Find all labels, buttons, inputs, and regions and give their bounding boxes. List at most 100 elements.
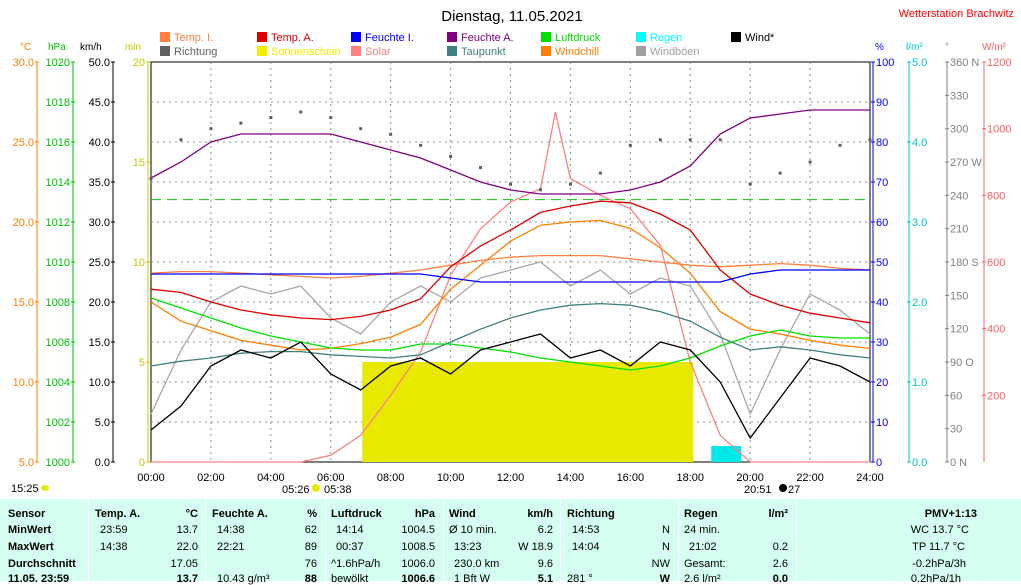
col-wind: Wind km/h Ø 10 min. 6.2 13:23 W 18.9 230… (449, 499, 555, 585)
legend-swatch (541, 46, 551, 56)
x-tick-label: 14:00 (557, 472, 585, 484)
direction-dot (209, 127, 213, 131)
axis-tick-label: 1000 (987, 124, 1011, 136)
legend-label: Sonnenschein (271, 46, 341, 58)
axis-tick-label: 30.0 (89, 217, 110, 229)
pmv-dewpoint: TP 11.7 °C (912, 541, 965, 553)
rain-total-label: Gesamt: (684, 558, 726, 570)
direction-max-value: N (662, 541, 670, 553)
axis-tick-label: 50 (876, 257, 888, 269)
temp-max-time: 14:38 (100, 541, 128, 553)
series-line (150, 109, 870, 195)
x-tick-label: 20:00 (736, 472, 764, 484)
axis-tick-label: 45.0 (89, 97, 110, 109)
series-line (150, 333, 871, 440)
col-unit: km/h (527, 508, 553, 520)
x-tick-label: 10:00 (437, 472, 465, 484)
axis-tick-label: 15.0 (13, 297, 34, 309)
direction-max-time: 14:04 (572, 541, 600, 553)
humidity-max-value: 89 (304, 541, 317, 553)
direction-current-value: W (659, 573, 670, 585)
col-unit: hPa (414, 508, 435, 520)
axis-tick-label: 0 (876, 457, 882, 469)
direction-dot (598, 171, 602, 175)
axis-tick-label: 20 (876, 377, 888, 389)
pmv-windchill: WC 13.7 °C (910, 524, 969, 536)
legend-label: Richtung (174, 46, 217, 58)
direction-avg-value: NW (651, 558, 670, 570)
x-tick-label: 00:00 (137, 472, 165, 484)
pressure-max-time: 00:37 (336, 541, 364, 553)
axis-tick-label: 400 (987, 324, 1005, 336)
x-tick-label: 24:00 (856, 472, 884, 484)
direction-degrees: 281 ° (567, 573, 593, 585)
humidity-min-time: 14:38 (217, 524, 245, 536)
axis-tick-label: 120 (950, 324, 968, 336)
axis-headers: °C hPa km/h min% l/m² ° W/m² (20, 42, 1007, 53)
col-rain: Regen l/m² 24 min. 21:02 0.2 Gesamt: 2.6… (684, 499, 790, 585)
col-temp: Temp. A. °C 23:59 13.7 14:38 22.0 17.05 … (95, 499, 200, 585)
plot-area (149, 109, 872, 463)
pmv-title: PMV+1:13 (924, 508, 977, 520)
row-label-current: 11.05. 23:59 (8, 573, 70, 585)
direction-dot (778, 171, 782, 175)
direction-dot (269, 116, 273, 120)
axis-tick-label: 1018 (46, 97, 70, 109)
axis-unit-header: °C (20, 42, 31, 53)
col-unit: °C (185, 508, 198, 520)
direction-dot (808, 160, 812, 164)
col-title: Wind (449, 508, 476, 520)
col-pressure: Luftdruck hPa 14:14 1004.5 00:37 1008.5 … (331, 499, 437, 585)
direction-dot (838, 143, 842, 147)
axis-tick-label: 2.0 (912, 297, 927, 309)
rain-max-time: 21:02 (689, 541, 717, 553)
series-line (150, 302, 871, 367)
humidity-min-value: 62 (304, 524, 317, 536)
x-tick-label: 04:00 (257, 472, 285, 484)
direction-dot (419, 143, 423, 147)
wind-avg-label: Ø 10 min. (449, 524, 497, 536)
axis-tick-label: 1012 (46, 217, 70, 229)
legend-swatch (351, 32, 361, 42)
axis-tick-label: 0.0 (912, 457, 927, 469)
axis-tick-label: 5.0 (912, 57, 927, 69)
direction-dot (479, 166, 483, 170)
axis-tick-label: 800 (987, 190, 1005, 202)
axis-tick-label: 5.0 (95, 417, 110, 429)
axis-tick-label: 15.0 (89, 337, 110, 349)
legend-label: Temp. A. (271, 32, 314, 44)
axis-tick-label: 1002 (46, 417, 70, 429)
axis-tick-label: 210 (950, 224, 968, 236)
humidity-max-time: 22:21 (217, 541, 245, 553)
x-tick-label: 02:00 (197, 472, 225, 484)
legend-swatch (351, 46, 361, 56)
axis-tick-label: 10 (876, 417, 888, 429)
series-line (150, 297, 870, 371)
legend-swatch (636, 46, 646, 56)
axis-tick-label: 90 (876, 97, 888, 109)
sunrise-time: 05:26 (282, 484, 310, 496)
wind-beaufort: 1 Bft W (454, 573, 491, 585)
axis-tick-label: 4.0 (912, 137, 927, 149)
rain-duration: 24 min. (684, 524, 721, 536)
temp-max-value: 22.0 (176, 541, 198, 553)
temp-avg-value: 17.05 (170, 558, 198, 570)
axis-tick-label: 150 (950, 290, 968, 302)
axis-unit-header: km/h (80, 42, 102, 53)
col-title: Regen (684, 508, 718, 520)
sunrise-icon (312, 484, 320, 492)
axis-tick-label: 20 (133, 57, 145, 69)
pmv-trend-3h: -0.2hPa/3h (912, 558, 966, 570)
series-line (150, 219, 871, 351)
axis-tick-label: 1016 (46, 137, 70, 149)
legend-swatch (257, 32, 267, 42)
axis-tick-label: 0 (139, 457, 145, 469)
statistics-panel: Sensor MinWert MaxWert Durchschnitt 11.0… (0, 499, 1021, 585)
chart-axes: 30.025.020.015.010.05.010201018101610141… (13, 57, 1012, 469)
col-unit: % (307, 508, 317, 520)
legend-label: Temp. I. (174, 32, 213, 44)
axis-tick-label: 30.0 (13, 57, 34, 69)
legend-swatch (447, 46, 457, 56)
axis-unit-header: W/m² (982, 42, 1007, 53)
direction-dot (538, 188, 542, 192)
